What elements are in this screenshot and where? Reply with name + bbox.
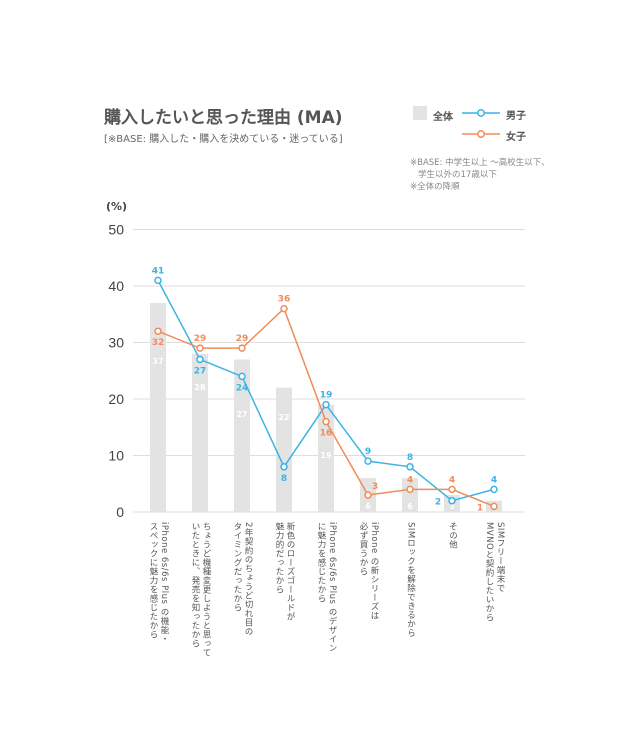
base-note-2: 学生以外の17歳以下 (418, 170, 497, 180)
bar-data-label: 28 (194, 383, 206, 392)
chart-title: 購入したいと思った理由 (MA) (104, 108, 343, 128)
y-tick-label: 10 (108, 448, 124, 464)
data-point (490, 485, 498, 494)
bar (150, 302, 166, 512)
legend-label-male: 男子 (506, 111, 526, 122)
y-tick-label: 40 (108, 278, 124, 294)
category-line: SIMロックを解除できるから (405, 522, 416, 638)
y-tick-label: 20 (108, 391, 124, 407)
data-point (448, 485, 456, 494)
category-line: iPhone 6s/6s Plus の機能・ (159, 522, 169, 644)
point-data-label: 16 (320, 429, 333, 439)
x-category-label: SIMフリー端末で MVNOと契約したいから (483, 522, 505, 622)
category-line: いたときに、発売を知ったから (190, 522, 200, 648)
point-data-label: 4 (407, 475, 413, 485)
bar-data-label: 3 (449, 502, 455, 511)
data-point (154, 327, 162, 335)
point-data-label: 9 (365, 447, 371, 457)
data-point (196, 355, 204, 364)
bar-data-label: 27 (236, 410, 247, 419)
x-category-label: 2年契約のちょうど切れ目の タイミングだったから (231, 522, 253, 636)
point-data-label: 24 (236, 383, 249, 393)
data-point (364, 457, 372, 465)
category-line: ちょうど機種変更しようと思って (201, 522, 211, 657)
x-category-label: iPhone 6s/6s Plus のデザイン に魅力を感じたから (315, 522, 337, 653)
y-axis-unit: (%) (106, 200, 128, 213)
bar-data-label: 22 (278, 413, 289, 422)
category-line: 2年契約のちょうど切れ目の (243, 522, 253, 636)
data-point (490, 502, 498, 511)
point-data-label: 2 (435, 498, 441, 508)
data-point (280, 304, 288, 313)
y-tick-label: 30 (108, 335, 124, 351)
category-line: タイミングだったから (232, 522, 242, 612)
point-data-label: 29 (194, 334, 207, 344)
legend-label-all: 全体 (433, 112, 453, 123)
data-point (322, 400, 330, 409)
legend-label-female: 女子 (506, 132, 526, 143)
category-line: iPhone の新シリーズは (369, 522, 379, 620)
data-point (364, 491, 372, 499)
point-data-label: 27 (194, 366, 207, 376)
category-line: 必ず買うから (358, 522, 368, 576)
bar (402, 478, 418, 512)
bar (192, 353, 208, 512)
legend-swatch-all (413, 106, 427, 120)
sort-note: ※全体の降順 (410, 182, 460, 192)
point-data-label: 8 (281, 474, 287, 484)
point-data-label: 8 (407, 453, 413, 463)
y-tick-label: 0 (116, 504, 124, 520)
x-category-label: ちょうど機種変更しようと思って いたときに、発売を知ったから (189, 522, 211, 657)
point-data-label: 29 (236, 334, 249, 344)
point-data-label: 36 (278, 295, 291, 305)
x-category-label: その他 (447, 522, 458, 549)
category-line: MVNOと契約したいから (484, 522, 494, 623)
x-category-label: SIMロックを解除できるから (405, 522, 416, 638)
data-point (238, 344, 246, 352)
y-tick-label: 50 (108, 222, 124, 238)
category-line: iPhone 6s/6s Plus のデザイン (327, 522, 337, 653)
data-point (280, 463, 288, 471)
point-data-label: 19 (320, 391, 333, 401)
point-data-label: 4 (449, 475, 455, 485)
bar-data-label: 6 (365, 502, 371, 511)
point-data-label: 32 (152, 338, 165, 348)
data-point (322, 417, 330, 426)
chart-subtitle: [※BASE: 購入した・購入を決めている・迷っている] (104, 134, 343, 145)
bar (276, 387, 292, 512)
data-point (406, 485, 414, 494)
point-data-label: 4 (491, 475, 497, 485)
category-line: 魅力的だったから (274, 522, 284, 594)
category-line: 新色のローズゴールドが (285, 522, 295, 621)
x-category-label: iPhone の新シリーズは 必ず買うから (357, 522, 379, 620)
category-line: SIMフリー端末で (495, 522, 505, 593)
data-point (154, 276, 162, 285)
x-category-label: iPhone 6s/6s Plus の機能・ スペックに魅力を感じたから (147, 522, 169, 644)
bar-data-label: 6 (407, 502, 413, 511)
category-line: に魅力を感じたから (316, 522, 326, 603)
bar-data-label: 37 (152, 357, 163, 366)
data-point (238, 372, 246, 381)
category-line: スペックに魅力を感じたから (148, 522, 158, 639)
bar (234, 359, 250, 512)
data-point (196, 344, 204, 352)
data-point (448, 496, 456, 505)
base-note-1: ※BASE: 中学生以上 〜高校生以下、 (410, 158, 550, 168)
legend-marker (477, 109, 485, 117)
category-line: その他 (447, 522, 458, 549)
x-category-label: 新色のローズゴールドが 魅力的だったから (273, 522, 295, 621)
point-data-label: 1 (477, 503, 483, 513)
legend-marker (477, 130, 485, 138)
bar-data-label: 19 (320, 451, 332, 460)
data-point (406, 463, 414, 471)
point-data-label: 41 (152, 266, 165, 276)
bar (318, 404, 334, 512)
point-data-label: 3 (372, 482, 378, 492)
